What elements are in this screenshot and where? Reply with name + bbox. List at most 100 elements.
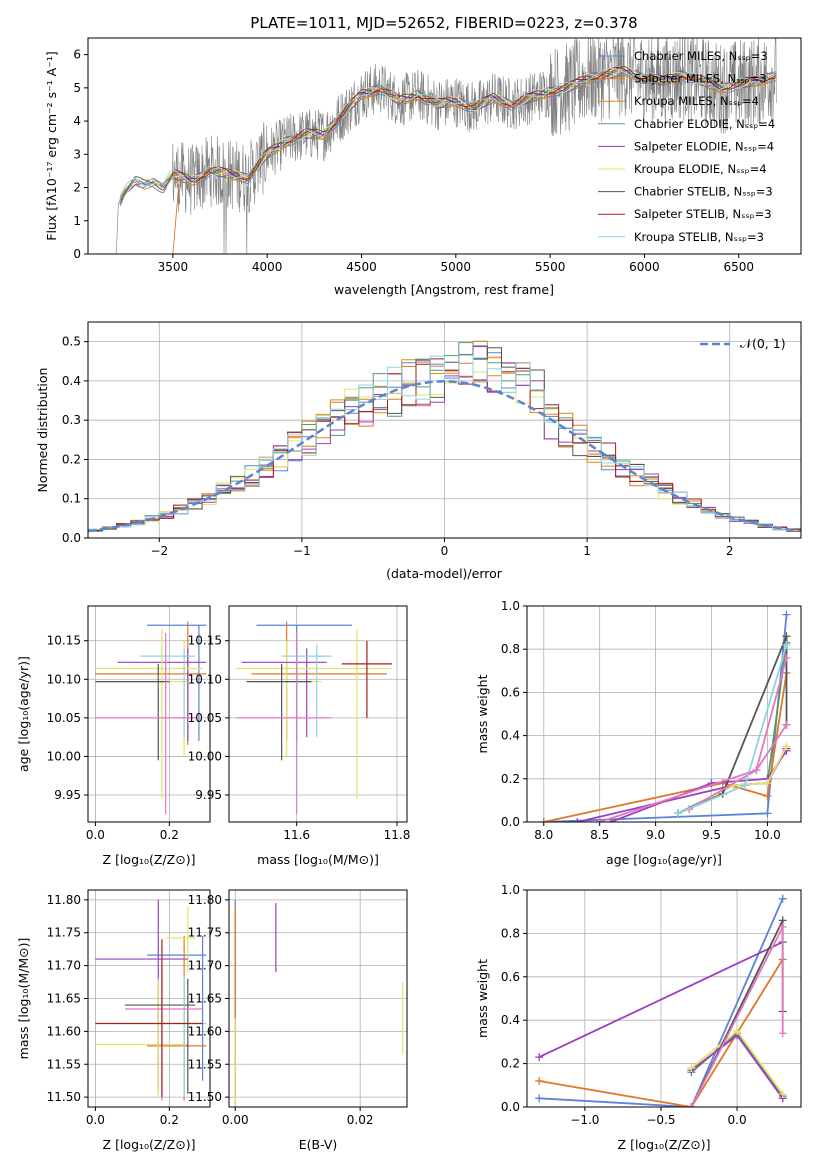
- x-tick-label: 10.0: [754, 828, 781, 842]
- y-tick-label: 0.8: [501, 642, 520, 656]
- y-tick-label: 11.60: [188, 1024, 222, 1038]
- grid: [527, 605, 801, 823]
- y-tick-label: 11.55: [47, 1057, 81, 1071]
- x-tick-label: 5000: [441, 260, 472, 274]
- weight-line-6: [688, 745, 788, 810]
- legend-label: Chabrier MILES, Nₛₛₚ=3: [634, 49, 768, 63]
- x-tick-label: 11.8: [384, 828, 411, 842]
- x-tick-label: 0.0: [728, 1113, 747, 1127]
- x-tick-label: 8.5: [590, 828, 609, 842]
- x-tick-label: 1: [583, 544, 591, 558]
- x-tick-label: 6000: [629, 260, 660, 274]
- grid: [229, 606, 407, 822]
- y-tick-label: 0.8: [501, 926, 520, 940]
- weight-marker: [539, 818, 548, 822]
- weight-marker: [782, 610, 791, 619]
- weight-marker: [763, 779, 772, 788]
- weight-line-2: [539, 958, 784, 1107]
- axes-frame: [526, 605, 802, 823]
- axes-spectrum: 3500 4000 4500 5000 5500 6000 6500 0 1 2 3 4 5 6 Chabr…: [44, 14, 802, 297]
- x-axis-label: mass [log₁₀(M/M⊙)]: [257, 852, 379, 867]
- x-tick-label: 6500: [723, 260, 754, 274]
- y-tick-label: 0.2: [62, 452, 81, 466]
- weight-marker: [782, 720, 791, 729]
- weight-marker: [673, 809, 682, 818]
- legend-label: Kroupa ELODIE, Nₛₛₚ=4: [634, 162, 767, 176]
- plot-area: [95, 899, 207, 1101]
- y-tick-label: 11.60: [47, 1024, 81, 1038]
- model-line-2: [172, 70, 777, 254]
- y-axis-label: Normed distribution: [35, 368, 50, 493]
- y-tick-label: 10.15: [47, 634, 81, 648]
- x-tick-label: −1.0: [570, 1113, 599, 1127]
- weight-marker: [741, 781, 750, 790]
- weight-marker: [763, 809, 772, 818]
- weight-marker: [606, 818, 615, 822]
- weight-marker: [782, 653, 791, 662]
- legend-label: Salpeter ELODIE, Nₛₛₚ=4: [634, 139, 774, 153]
- model-line-7: [119, 66, 777, 204]
- plot-area: [535, 894, 787, 1107]
- x-tick-label: 2: [726, 544, 734, 558]
- plot-area: [88, 340, 801, 533]
- axes-frame: [228, 605, 408, 823]
- y-tick-label: 1: [73, 214, 81, 228]
- y-tick-label: 1.0: [501, 883, 520, 897]
- x-tick-label: −0.5: [646, 1113, 675, 1127]
- plot-area: [236, 621, 392, 815]
- y-tick-label: 0.4: [501, 729, 520, 743]
- model-line-9: [119, 67, 777, 197]
- axes-p3: 0.0 0.2 9.95 10.00 10.05 10.10 10.15 Z [log₁₀(Z…: [16, 605, 211, 867]
- y-axis-label: mass weight: [475, 674, 490, 753]
- y-tick-label: 0.6: [501, 685, 520, 699]
- legend-label: Kroupa MILES, Nₛₛₚ=4: [634, 94, 759, 108]
- y-tick-label: 10.05: [188, 711, 222, 725]
- plot-area: [95, 621, 207, 815]
- legend-label: 𝒩(0, 1): [740, 336, 786, 351]
- weight-line-3: [538, 941, 784, 1058]
- weight-marker: [733, 1027, 742, 1036]
- y-tick-label: 9.95: [54, 788, 81, 802]
- weight-marker: [778, 1029, 787, 1038]
- y-axis-label: Flux [fλ10⁻¹⁷ erg cm⁻² s⁻¹ A⁻¹]: [44, 51, 59, 240]
- legend-label: Chabrier ELODIE, Nₛₛₚ=4: [634, 117, 775, 131]
- x-axis-label: (data-model)/error: [386, 566, 503, 581]
- axes-hist: −2 −1 0 1 2 0.0 0.1 0.2 0.3 0.4 0.5 𝒩(0, 1) (data-mo…: [35, 321, 802, 581]
- normal-curve: [88, 380, 801, 533]
- x-tick-label: 0.02: [347, 1113, 374, 1127]
- weight-marker: [687, 1103, 696, 1107]
- y-tick-label: 0.4: [62, 374, 81, 388]
- y-tick-label: 11.65: [188, 992, 222, 1006]
- y-tick-label: 4: [73, 114, 81, 128]
- axes-p7: 0.00 0.02 11.50 11.55 11.60 11.65 11.70 11.75 11…: [188, 889, 408, 1152]
- y-tick-label: 0.5: [62, 335, 81, 349]
- axes-p6: 0.0 0.2 11.50 11.55 11.60 11.65 11.70 11.75 11.8…: [16, 889, 211, 1152]
- weight-line-2: [543, 672, 788, 822]
- y-tick-label: 0.2: [501, 1057, 520, 1071]
- x-tick-label: 9.0: [646, 828, 665, 842]
- axes-p5: 8.0 8.5 9.0 9.5 10.0 0.0 0.2 0.4 0.6 0.8 1.0 age [l…: [475, 599, 802, 867]
- x-tick-label: 0.00: [222, 1113, 249, 1127]
- weight-marker: [595, 818, 604, 822]
- y-tick-label: 1.0: [501, 599, 520, 613]
- y-tick-label: 11.50: [47, 1090, 81, 1104]
- y-tick-label: 11.75: [188, 926, 222, 940]
- y-tick-label: 11.80: [188, 893, 222, 907]
- x-axis-label: Z [log₁₀(Z/Z⊙)]: [103, 852, 196, 867]
- weight-marker: [535, 1094, 544, 1103]
- weight-marker: [782, 640, 791, 649]
- y-tick-label: 6: [73, 48, 81, 62]
- legend-label: Chabrier STELIB, Nₛₛₚ=3: [634, 185, 773, 199]
- y-tick-label: 9.95: [195, 788, 222, 802]
- y-tick-label: 10.00: [47, 749, 81, 763]
- x-tick-label: 4000: [252, 260, 283, 274]
- y-axis-label: mass [log₁₀(M/M⊙)]: [16, 938, 31, 1060]
- y-tick-label: 11.55: [188, 1057, 222, 1071]
- y-tick-label: 0.4: [501, 1013, 520, 1027]
- y-tick-label: 0.0: [501, 1100, 520, 1114]
- x-tick-label: 0.0: [86, 828, 105, 842]
- axes-frame: [526, 889, 802, 1108]
- x-tick-label: 0: [441, 544, 449, 558]
- observed-spectrum-line: [115, 38, 777, 254]
